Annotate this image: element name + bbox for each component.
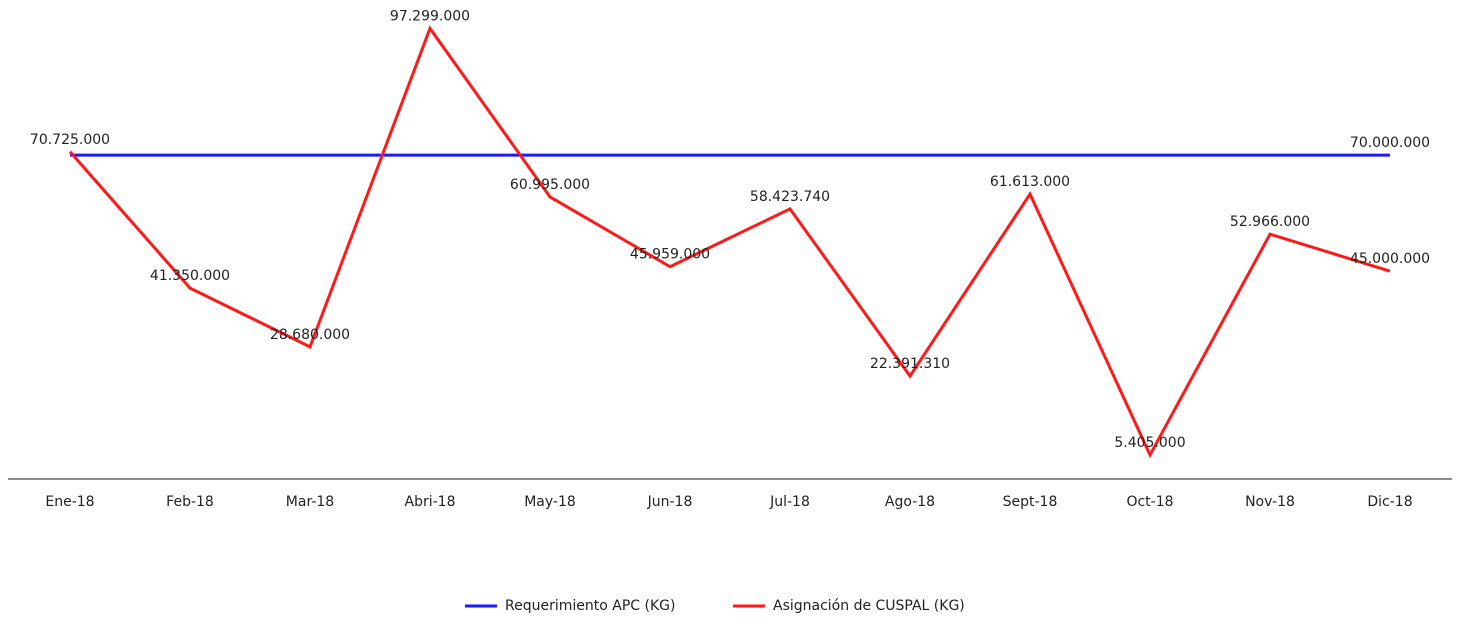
x-tick-label: Jun-18 — [647, 494, 693, 510]
data-label: 97.299.000 — [390, 8, 470, 24]
x-tick-label: Jul-18 — [769, 494, 810, 510]
data-label: 45.000.000 — [1350, 251, 1430, 267]
data-label: 70.725.000 — [30, 132, 110, 148]
data-label: 52.966.000 — [1230, 214, 1310, 230]
data-label: 58.423.740 — [750, 189, 830, 205]
line-series — [68, 25, 1391, 459]
x-tick-label: Ago-18 — [885, 494, 935, 510]
data-label: 5.405.000 — [1114, 435, 1185, 451]
x-tick-label: Oct-18 — [1126, 494, 1173, 510]
data-label: 45.959.000 — [630, 247, 710, 263]
data-label: 70.000.000 — [1350, 135, 1430, 151]
x-tick-label: Sept-18 — [1003, 494, 1058, 510]
data-label: 61.613.000 — [990, 174, 1070, 190]
data-label: 22.391.310 — [870, 356, 950, 372]
x-tick-label: May-18 — [524, 494, 576, 510]
x-tick-label: Feb-18 — [166, 494, 214, 510]
data-label: 28.680.000 — [270, 327, 350, 343]
x-tick-label: Mar-18 — [286, 494, 334, 510]
data-label: 41.350.000 — [150, 268, 230, 284]
legend-label: Requerimiento APC (KG) — [505, 598, 675, 614]
data-label: 60.995.000 — [510, 177, 590, 193]
legend-label: Asignación de CUSPAL (KG) — [773, 598, 965, 614]
x-tick-label: Dic-18 — [1367, 494, 1412, 510]
x-tick-label: Nov-18 — [1245, 494, 1295, 510]
x-tick-label: Abri-18 — [405, 494, 456, 510]
x-tick-label: Ene-18 — [45, 494, 94, 510]
